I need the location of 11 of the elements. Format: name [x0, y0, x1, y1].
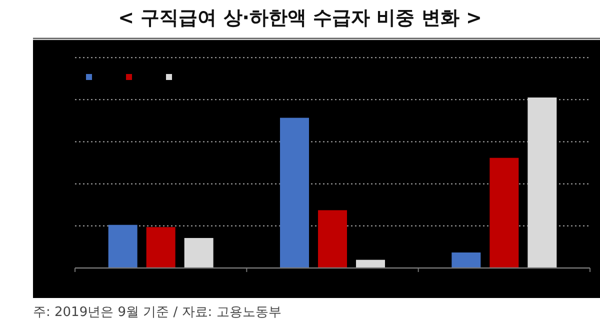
bar: [146, 227, 176, 268]
bar: [280, 118, 309, 268]
bar: [356, 260, 385, 268]
bar: [490, 158, 519, 268]
text: 주: 2019년은 9월 기준 / 자료: 고용노동부: [33, 305, 282, 320]
bar: [108, 224, 138, 268]
bar: [528, 98, 557, 268]
bar: [318, 210, 347, 268]
chart-title: < 구직급여 상·하한액 수급자 비중 변화 >: [118, 7, 482, 29]
bar: [184, 238, 214, 268]
bar: [452, 252, 481, 268]
